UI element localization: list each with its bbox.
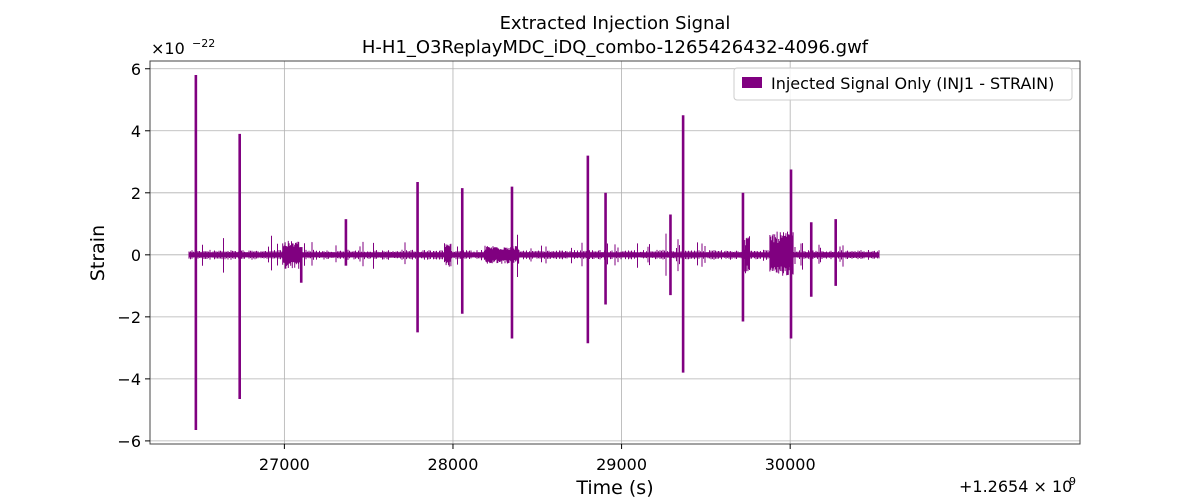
- y-tick-label: 2: [131, 184, 141, 203]
- series-injected-signal: [188, 74, 880, 431]
- x-tick-label: 28000: [428, 455, 479, 474]
- noise-burst: [769, 231, 794, 278]
- chart-subtitle: H-H1_O3ReplayMDC_iDQ_combo-1265426432-40…: [362, 37, 869, 58]
- x-tick-label: 29000: [596, 455, 647, 474]
- x-tick-label: 30000: [765, 455, 816, 474]
- x-axis-label: Time (s): [575, 477, 653, 499]
- x-offset-base: +1.2654 × 10: [959, 477, 1072, 496]
- x-offset-label: +1.2654 × 10 9: [959, 475, 1076, 496]
- y-scale-label: ×10 −22: [151, 37, 215, 58]
- y-axis-label: Strain: [87, 225, 109, 281]
- legend-box: [733, 67, 1073, 101]
- y-scale-exponent: −22: [192, 37, 215, 50]
- axes-frame: [149, 60, 1081, 445]
- legend-label: Injected Signal Only (INJ1 - STRAIN): [771, 74, 1054, 93]
- noise-burst: [282, 240, 300, 269]
- noise-burst: [444, 243, 452, 267]
- y-tick-label: 6: [131, 60, 141, 79]
- y-tick-label: −2: [117, 308, 141, 327]
- y-tick-label: 4: [131, 122, 141, 141]
- noise-burst: [744, 236, 750, 274]
- y-tick-label: 0: [131, 246, 141, 265]
- grid: [150, 61, 1080, 444]
- y-tick-label: −4: [117, 370, 141, 389]
- noise-burst: [484, 245, 520, 264]
- legend: Injected Signal Only (INJ1 - STRAIN): [733, 67, 1073, 101]
- x-tick-label: 27000: [259, 455, 310, 474]
- x-offset-exponent: 9: [1069, 475, 1076, 488]
- chart-title: Extracted Injection Signal: [500, 13, 731, 34]
- y-scale-base: ×10: [151, 39, 185, 58]
- y-tick-label: −6: [117, 432, 141, 451]
- plot-area: [188, 74, 880, 431]
- y-axis: −6 −4 −2 0 2 4 6: [117, 60, 150, 451]
- x-axis: 27000 28000 29000 30000: [259, 444, 816, 474]
- legend-swatch: [742, 77, 762, 88]
